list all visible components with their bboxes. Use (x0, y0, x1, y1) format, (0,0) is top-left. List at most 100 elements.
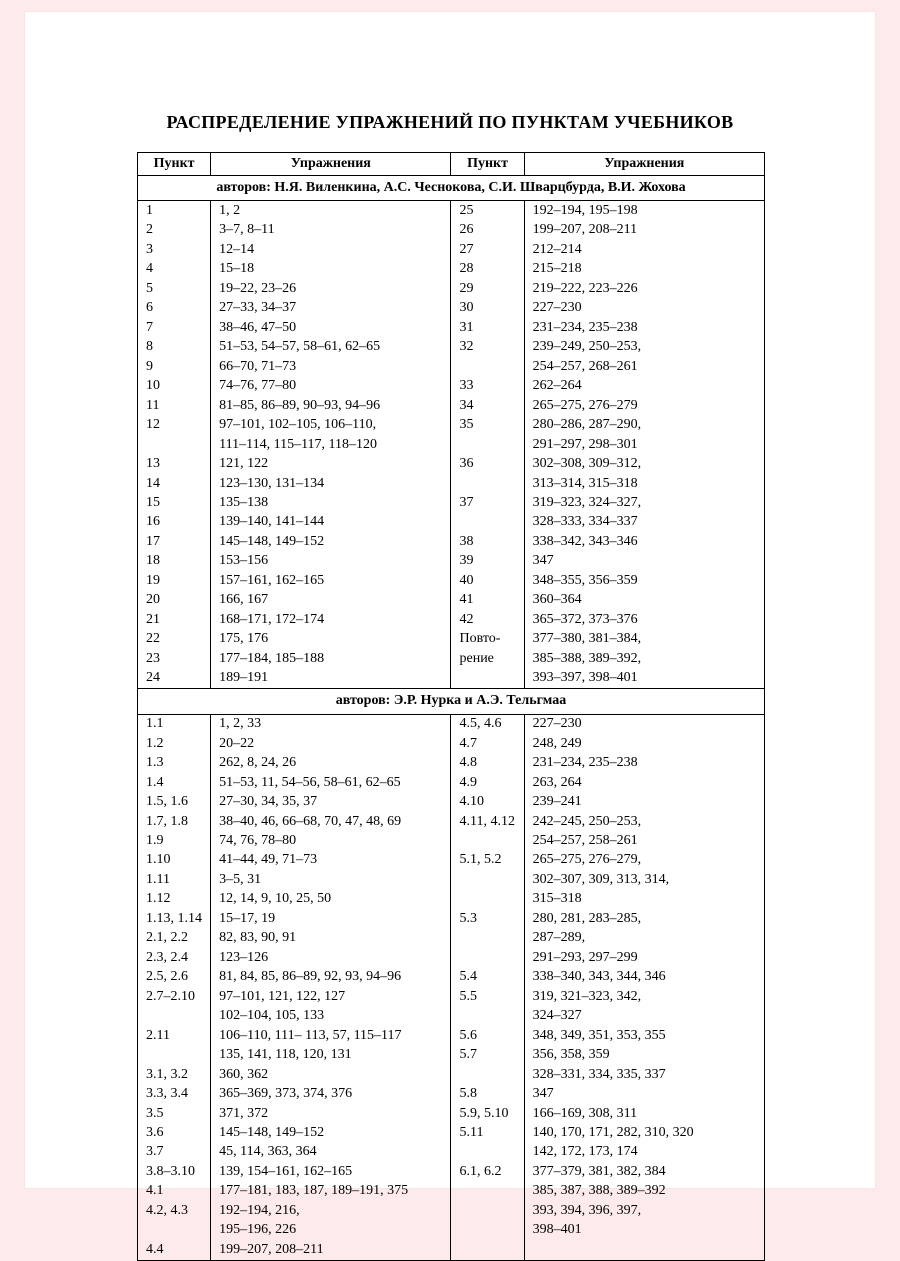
cell-exercises: 263, 264 (524, 773, 764, 792)
cell-punkt: 10 (138, 377, 211, 396)
table-row: 627–33, 34–3730227–230 (138, 299, 765, 318)
cell-punkt: 5.4 (451, 968, 524, 987)
cell-exercises: 219–222, 223–226 (524, 279, 764, 298)
cell-punkt: 4.5, 4.6 (451, 714, 524, 734)
table-row: 17145–148, 149–15238338–342, 343–346 (138, 532, 765, 551)
cell-exercises: 262, 8, 24, 26 (211, 754, 451, 773)
cell-exercises: 199–207, 208–211 (524, 221, 764, 240)
cell-punkt: 34 (451, 396, 524, 415)
cell-punkt: 1.3 (138, 754, 211, 773)
table-row: 1.974, 76, 78–80254–257, 258–261 (138, 831, 765, 850)
cell-exercises: 3–7, 8–11 (211, 221, 451, 240)
cell-exercises: 168–171, 172–174 (211, 610, 451, 629)
cell-exercises: 135–138 (211, 494, 451, 513)
cell-punkt: 1.7, 1.8 (138, 812, 211, 831)
cell-punkt: 1.5, 1.6 (138, 793, 211, 812)
cell-punkt: 3.7 (138, 1143, 211, 1162)
cell-exercises: 265–275, 276–279 (524, 396, 764, 415)
cell-punkt: 3.6 (138, 1124, 211, 1143)
table-row: 14123–130, 131–134313–314, 315–318 (138, 474, 765, 493)
cell-exercises: 38–40, 46, 66–68, 70, 47, 48, 69 (211, 812, 451, 831)
table-row: 11, 225192–194, 195–198 (138, 201, 765, 221)
cell-exercises: 365–369, 373, 374, 376 (211, 1085, 451, 1104)
cell-punkt: 2 (138, 221, 211, 240)
table-row: 2.7–2.1097–101, 121, 122, 1275.5319, 321… (138, 987, 765, 1006)
cell-exercises: 377–379, 381, 382, 384 (524, 1162, 764, 1181)
cell-exercises: 175, 176 (211, 630, 451, 649)
cell-exercises: 313–314, 315–318 (524, 474, 764, 493)
cell-exercises: 81, 84, 85, 86–89, 92, 93, 94–96 (211, 968, 451, 987)
cell-exercises: 74–76, 77–80 (211, 377, 451, 396)
cell-exercises: 102–104, 105, 133 (211, 1007, 451, 1026)
table-row: 3.3, 3.4365–369, 373, 374, 3765.8347 (138, 1085, 765, 1104)
cell-punkt: 7 (138, 318, 211, 337)
cell-exercises: 348, 349, 351, 353, 355 (524, 1026, 764, 1045)
cell-punkt: 30 (451, 299, 524, 318)
cell-exercises: 177–184, 185–188 (211, 649, 451, 668)
cell-punkt: 3.1, 3.2 (138, 1065, 211, 1084)
table-row: 1181–85, 86–89, 90–93, 94–9634265–275, 2… (138, 396, 765, 415)
cell-punkt: 17 (138, 532, 211, 551)
cell-punkt: 29 (451, 279, 524, 298)
cell-punkt: 1.9 (138, 831, 211, 850)
cell-punkt (451, 435, 524, 454)
cell-punkt: 21 (138, 610, 211, 629)
cell-punkt: 35 (451, 416, 524, 435)
cell-exercises: 51–53, 11, 54–56, 58–61, 62–65 (211, 773, 451, 792)
table-header-row: Пункт Упражнения Пункт Упражнения (138, 153, 765, 176)
cell-punkt (451, 513, 524, 532)
table-row: 13121, 12236302–308, 309–312, (138, 455, 765, 474)
cell-exercises: 319–323, 324–327, (524, 494, 764, 513)
cell-punkt: 3.8–3.10 (138, 1162, 211, 1181)
cell-punkt: 4.8 (451, 754, 524, 773)
table-row: 1.1041–44, 49, 71–735.1, 5.2265–275, 276… (138, 851, 765, 870)
table-row: 4.2, 4.3192–194, 216,393, 394, 396, 397, (138, 1201, 765, 1220)
table-row: 1297–101, 102–105, 106–110,35280–286, 28… (138, 416, 765, 435)
cell-punkt: 5 (138, 279, 211, 298)
cell-exercises: 135, 141, 118, 120, 131 (211, 1046, 451, 1065)
table-row: 23–7, 8–1126199–207, 208–211 (138, 221, 765, 240)
cell-punkt: 13 (138, 455, 211, 474)
cell-punkt (138, 1046, 211, 1065)
cell-exercises: 195–196, 226 (211, 1221, 451, 1240)
cell-punkt (451, 1240, 524, 1260)
table-row: 23177–184, 185–188рение385–388, 389–392, (138, 649, 765, 668)
cell-exercises: 142, 172, 173, 174 (524, 1143, 764, 1162)
cell-exercises: 338–340, 343, 344, 346 (524, 968, 764, 987)
cell-exercises: 192–194, 195–198 (524, 201, 764, 221)
cell-exercises: 81–85, 86–89, 90–93, 94–96 (211, 396, 451, 415)
table-row: 1.5, 1.627–30, 34, 35, 374.10239–241 (138, 793, 765, 812)
cell-exercises: 123–130, 131–134 (211, 474, 451, 493)
cell-exercises: 302–307, 309, 313, 314, (524, 870, 764, 889)
cell-punkt: 4.2, 4.3 (138, 1201, 211, 1220)
cell-exercises: 177–181, 183, 187, 189–191, 375 (211, 1182, 451, 1201)
cell-punkt: рение (451, 649, 524, 668)
cell-punkt: 6 (138, 299, 211, 318)
cell-exercises: 192–194, 216, (211, 1201, 451, 1220)
cell-exercises: 27–33, 34–37 (211, 299, 451, 318)
table-row: 1.113–5, 31302–307, 309, 313, 314, (138, 870, 765, 889)
cell-punkt (451, 1007, 524, 1026)
table-row: 966–70, 71–73254–257, 268–261 (138, 357, 765, 376)
cell-exercises: 166–169, 308, 311 (524, 1104, 764, 1123)
cell-exercises: 398–401 (524, 1221, 764, 1240)
cell-exercises: 97–101, 121, 122, 127 (211, 987, 451, 1006)
cell-punkt: 4.4 (138, 1240, 211, 1260)
cell-exercises: 227–230 (524, 714, 764, 734)
cell-punkt (451, 929, 524, 948)
cell-punkt: 1.13, 1.14 (138, 909, 211, 928)
cell-punkt: 11 (138, 396, 211, 415)
cell-punkt (451, 1065, 524, 1084)
cell-exercises: 338–342, 343–346 (524, 532, 764, 551)
cell-exercises: 356, 358, 359 (524, 1046, 764, 1065)
cell-exercises: 15–17, 19 (211, 909, 451, 928)
section-heading: авторов: Н.Я. Виленкина, А.С. Чеснокова,… (138, 176, 765, 201)
cell-punkt: 1.10 (138, 851, 211, 870)
cell-exercises: 360, 362 (211, 1065, 451, 1084)
cell-punkt: 3 (138, 240, 211, 259)
cell-punkt: 24 (138, 669, 211, 689)
distribution-table-container: Пункт Упражнения Пункт Упражнения авторо… (137, 152, 765, 1261)
cell-punkt: 2.3, 2.4 (138, 948, 211, 967)
table-row: 135, 141, 118, 120, 1315.7356, 358, 359 (138, 1046, 765, 1065)
cell-exercises: 385–388, 389–392, (524, 649, 764, 668)
